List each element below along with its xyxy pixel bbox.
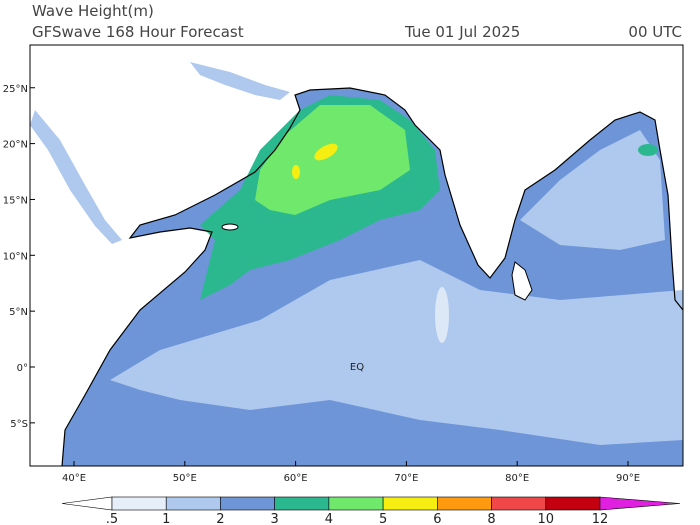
equator-label: EQ [350,362,364,373]
colorbar-bin [545,496,601,511]
title: Wave Height(m) [32,2,154,20]
lat-tick-label: 10°N [3,251,28,262]
lon-tick-label: 90°E [616,473,640,484]
coastline [61,87,683,466]
colorbar-over [599,496,681,511]
ocean-light [110,260,683,445]
colorbar-label: 6 [433,512,441,525]
colorbar-label: 3 [271,512,279,525]
colorbar-label: 8 [487,512,495,525]
colorbar-bin [491,496,547,511]
colorbar-bin [437,496,492,511]
date: Tue 01 Jul 2025 [404,23,520,41]
colorbar: .5 1 2 3 4 5 6 8 10 12 [61,496,681,525]
colorbar-label: 2 [216,512,224,525]
maldives-shallow [435,287,449,343]
subtitle: GFSwave 168 Hour Forecast [32,23,244,41]
lat-tick-label: 20°N [3,140,28,151]
lon-tick-label: 60°E [284,473,308,484]
sri-lanka [511,261,533,301]
colorbar-bin [165,496,221,511]
time: 00 UTC [628,23,682,41]
colorbar-under [61,496,113,511]
red-sea [30,110,122,244]
colorbar-bin [274,496,330,511]
colorbar-bin [328,496,384,511]
socotra [221,223,239,231]
wave-4-5 [255,105,410,215]
ocean-light [520,130,665,250]
wave-5-6 [292,165,300,179]
lat-tick-label: 25°N [3,84,28,95]
colorbar-bin [220,496,275,511]
lon-tick-label: 80°E [505,473,529,484]
lon-tick-label: 70°E [394,473,418,484]
colorbar-bin [382,496,438,511]
colorbar-bin [111,496,167,511]
map: EQ 25°N 20°N 15°N 10°N 5°N 0° 5°S 40°E 50°E 60°E 7… [3,44,684,525]
wave-3-4 [638,144,658,156]
map-ticks: 25°N 20°N 15°N 10°N 5°N 0° 5°S 40°E 50°E 60°E 70°E… [3,84,640,484]
lat-tick-label: 15°N [3,195,28,206]
colorbar-label: 10 [538,512,555,525]
colorbar-label: 5 [379,512,387,525]
colorbar-label: 12 [592,512,609,525]
lon-tick-label: 50°E [173,473,197,484]
wave-5-6 [314,143,338,161]
colorbar-label: 1 [162,512,170,525]
lat-tick-label: 5°N [9,307,28,318]
lat-tick-label: 0° [17,363,28,374]
colorbar-label: 4 [325,512,333,525]
map-fields [30,45,683,466]
lon-tick-label: 40°E [62,473,86,484]
persian-gulf [190,62,290,100]
colorbar-label: .5 [106,512,118,525]
lat-tick-label: 5°S [10,419,28,430]
